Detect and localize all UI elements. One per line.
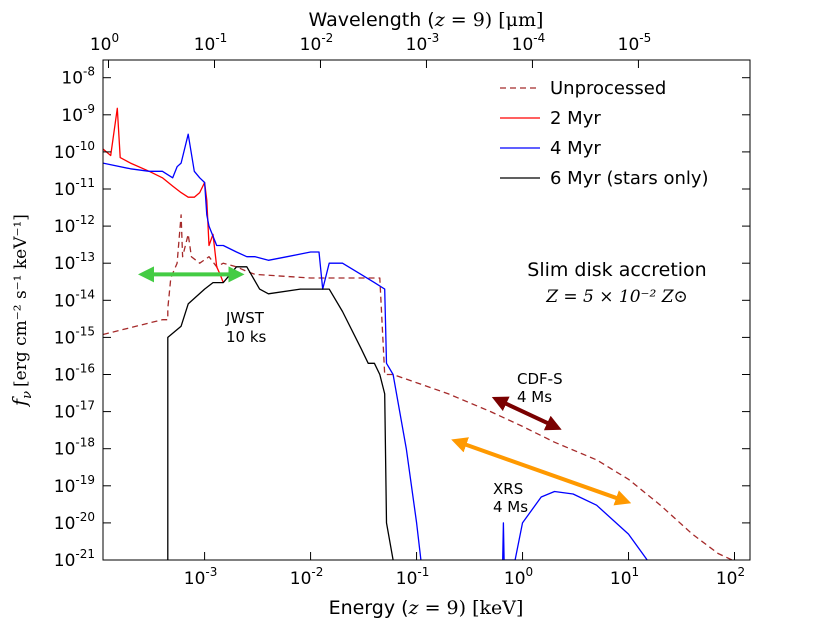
y-tick-label: 10-15: [54, 324, 95, 348]
top-x-tick-label: 10-4: [512, 31, 546, 55]
legend-label-4myr: 4 Myr: [550, 138, 601, 159]
top-x-tick-label: 10-5: [618, 31, 652, 55]
top-x-tick-label: 10-1: [194, 31, 228, 55]
top-axis-title: Wavelength (z = 9) [μm]: [309, 9, 544, 31]
top-x-tick-label: 10-3: [406, 31, 440, 55]
cdfs-exposure-label: 4 Ms: [517, 388, 552, 406]
cdf-s-sensitivity-arrow: [491, 396, 562, 431]
series-2-myr-line: [103, 107, 224, 283]
y-tick-label: 10-13: [54, 250, 95, 274]
jwst-exposure-label: 10 ks: [226, 328, 267, 346]
y-tick-label: 10-9: [61, 102, 95, 126]
legend-label-6myr: 6 Myr (stars only): [550, 168, 709, 189]
y-tick-label: 10-18: [54, 436, 95, 460]
y-tick-label: 10-19: [54, 473, 95, 497]
legend-label-unprocessed: Unprocessed: [550, 78, 666, 99]
y-tick-label: 10-20: [54, 510, 95, 534]
y-tick-label: 10-12: [54, 213, 95, 237]
y-tick-label: 10-8: [61, 65, 95, 89]
jwst-label: JWST: [225, 309, 265, 327]
top-x-tick-label: 10-2: [300, 31, 334, 55]
y-axis-title: fν[erg cm⁻² s⁻¹ keV⁻¹]: [9, 214, 35, 408]
legend-label-2myr: 2 Myr: [550, 108, 601, 129]
y-tick-label: 10-16: [54, 362, 95, 386]
xrs-sensitivity-arrow: [451, 437, 632, 506]
series-6-myr-stars-only-line: [167, 266, 394, 560]
x-tick-label: 10-2: [290, 565, 324, 589]
top-x-tick-label: 100: [90, 31, 119, 55]
sensitivity-band-layer: [138, 266, 632, 506]
xrs-label: XRS: [493, 480, 523, 498]
y-tick-label: 10-14: [54, 287, 95, 311]
annotation-title: Slim disk accretion: [527, 259, 706, 281]
x-tick-label: 101: [610, 565, 639, 589]
x-tick-label: 10-1: [396, 565, 430, 589]
tick-layer: 10-8 10-9 10-10 10-11 10-12 10-13 10-14 10-15 10…: [54, 31, 750, 589]
x-tick-label: 102: [716, 565, 745, 589]
annotation-metallicity: Z = 5 × 10⁻² Z⊙: [545, 287, 688, 307]
x-tick-label: 10-3: [184, 565, 218, 589]
y-tick-label: 10-10: [54, 139, 95, 163]
xrs-exposure-label: 4 Ms: [493, 498, 528, 516]
y-tick-label: 10-21: [54, 547, 95, 571]
y-tick-label: 10-17: [54, 399, 95, 423]
legend: Unprocessed 2 Myr 4 Myr 6 Myr (stars onl…: [500, 78, 709, 189]
x-axis-title: Energy (z = 9) [keV]: [329, 597, 524, 619]
y-tick-label: 10-11: [54, 176, 95, 200]
cdfs-label: CDF-S: [517, 370, 563, 388]
x-tick-label: 100: [504, 565, 533, 589]
series-4-myr-line: [103, 133, 422, 560]
